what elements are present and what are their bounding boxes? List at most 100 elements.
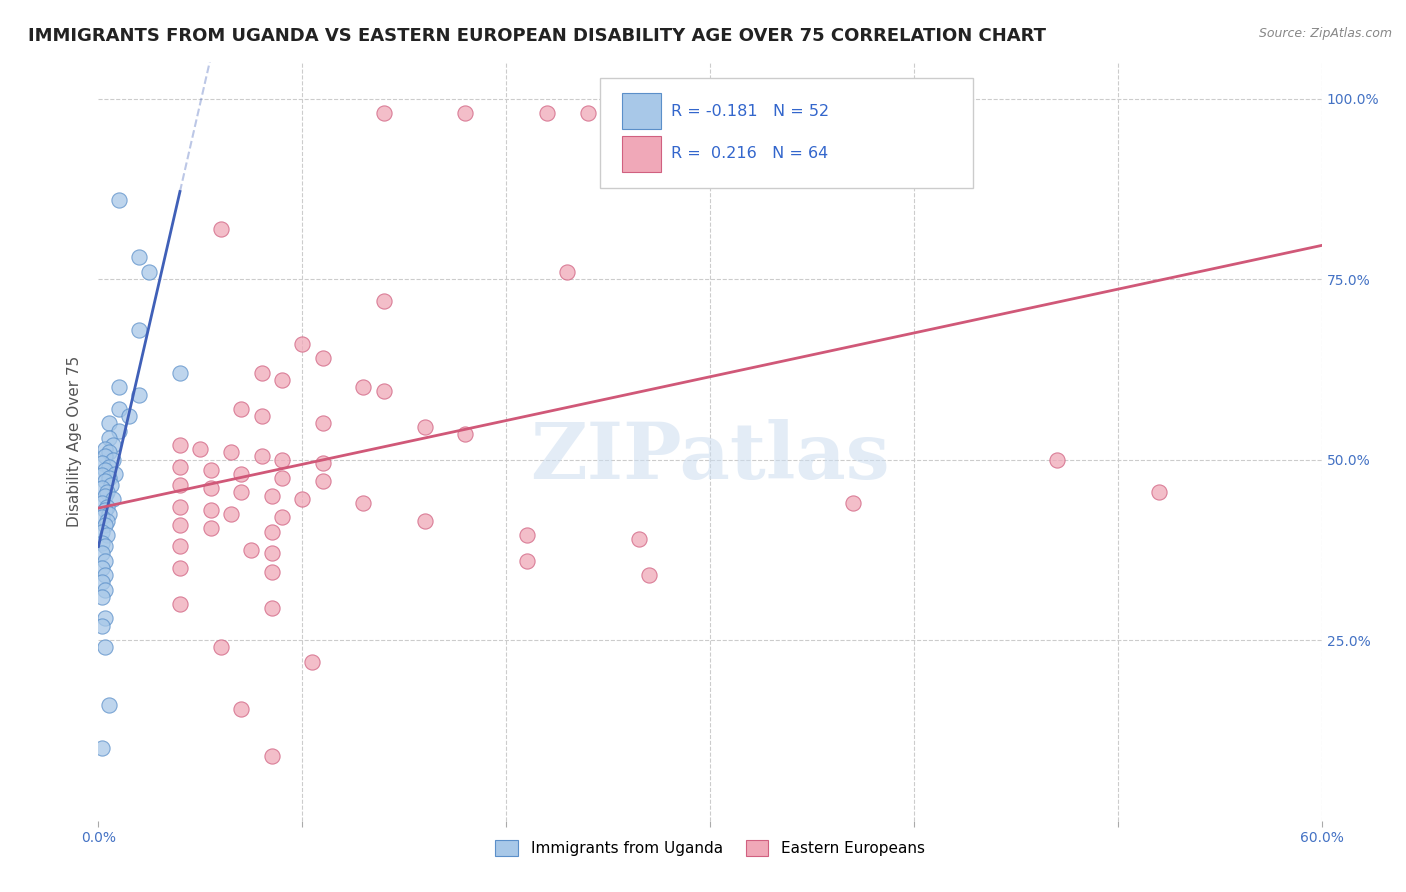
Point: [91, 468, 114, 483]
Point: [231, 485, 253, 500]
Point: [231, 402, 253, 417]
Point: [250, 366, 273, 380]
Point: [169, 539, 191, 553]
Point: [841, 496, 863, 510]
Point: [862, 106, 884, 120]
Point: [169, 438, 191, 452]
Point: [100, 478, 122, 492]
Point: [373, 106, 395, 120]
Point: [209, 640, 232, 655]
Point: [352, 380, 374, 394]
Point: [128, 387, 150, 401]
Point: [516, 528, 538, 542]
Point: [108, 424, 131, 438]
Point: [637, 568, 661, 582]
Point: [101, 438, 124, 452]
Point: [231, 702, 253, 716]
Point: [138, 265, 160, 279]
Point: [169, 500, 191, 514]
Point: [250, 449, 273, 463]
Point: [91, 535, 114, 549]
Point: [93, 539, 115, 553]
Point: [97, 459, 120, 474]
Point: [240, 542, 263, 557]
Point: [118, 409, 141, 424]
Point: [169, 366, 191, 380]
Point: [91, 575, 114, 590]
Point: [454, 106, 477, 120]
Point: [91, 496, 114, 510]
Point: [270, 510, 294, 524]
Text: ZIPatlas: ZIPatlas: [530, 418, 890, 495]
Point: [91, 561, 114, 575]
Text: R = -0.181   N = 52: R = -0.181 N = 52: [671, 103, 830, 119]
Point: [91, 456, 114, 470]
Point: [128, 323, 150, 337]
Point: [209, 221, 232, 235]
Point: [169, 478, 191, 492]
Point: [413, 514, 436, 528]
Point: [169, 597, 191, 611]
Point: [516, 554, 538, 568]
Point: [96, 528, 118, 542]
Point: [128, 251, 150, 265]
Point: [169, 459, 191, 474]
Point: [93, 611, 115, 625]
Point: [373, 293, 395, 308]
Point: [91, 741, 114, 756]
Point: [219, 445, 242, 459]
Text: IMMIGRANTS FROM UGANDA VS EASTERN EUROPEAN DISABILITY AGE OVER 75 CORRELATION CH: IMMIGRANTS FROM UGANDA VS EASTERN EUROPE…: [28, 27, 1046, 45]
Point: [312, 456, 335, 470]
Point: [260, 748, 283, 763]
Point: [93, 517, 115, 532]
Point: [291, 492, 314, 507]
Point: [219, 507, 242, 521]
Point: [101, 452, 124, 467]
Point: [250, 409, 273, 424]
Point: [101, 492, 124, 507]
Point: [454, 427, 477, 442]
Point: [93, 503, 115, 517]
Point: [93, 640, 115, 655]
Point: [97, 470, 120, 484]
Point: [270, 373, 294, 387]
Point: [169, 561, 191, 575]
Point: [108, 402, 131, 417]
Point: [96, 514, 118, 528]
Point: [260, 489, 283, 503]
FancyBboxPatch shape: [621, 93, 661, 129]
Point: [108, 380, 131, 394]
Point: [301, 655, 323, 669]
Point: [93, 475, 115, 489]
Point: [93, 449, 115, 463]
FancyBboxPatch shape: [600, 78, 973, 187]
Point: [231, 467, 253, 481]
Text: R =  0.216   N = 64: R = 0.216 N = 64: [671, 146, 828, 161]
Point: [260, 600, 283, 615]
Point: [169, 517, 191, 532]
Point: [91, 482, 114, 496]
Point: [270, 452, 294, 467]
Point: [260, 546, 283, 560]
Point: [260, 565, 283, 579]
Point: [97, 417, 120, 431]
Point: [91, 524, 114, 539]
Point: [96, 485, 118, 500]
Point: [104, 467, 127, 481]
Point: [373, 384, 395, 398]
Point: [200, 463, 222, 477]
Point: [97, 698, 120, 712]
Point: [312, 351, 335, 366]
Text: Source: ZipAtlas.com: Source: ZipAtlas.com: [1258, 27, 1392, 40]
Point: [1147, 485, 1170, 500]
Point: [260, 524, 283, 539]
Point: [536, 106, 558, 120]
Point: [93, 568, 115, 582]
Y-axis label: Disability Age Over 75: Disability Age Over 75: [67, 356, 83, 527]
Point: [97, 507, 120, 521]
Point: [1045, 452, 1069, 467]
Point: [93, 554, 115, 568]
Point: [291, 337, 314, 351]
Point: [93, 489, 115, 503]
Point: [200, 503, 222, 517]
